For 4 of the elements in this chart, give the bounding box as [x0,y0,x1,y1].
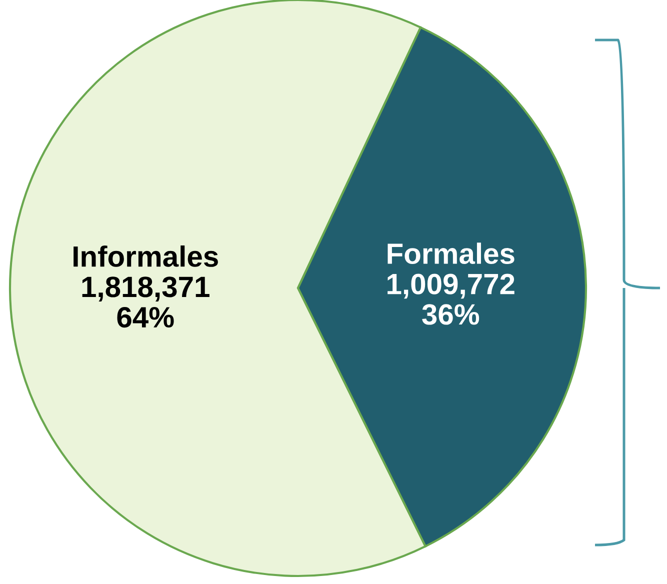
slice-label: Informales [74,245,218,267]
data-label: 1,009,772 36% [388,274,514,325]
data-label: 1,818,371 64% [82,276,210,328]
slice-label: Formales [388,242,514,264]
